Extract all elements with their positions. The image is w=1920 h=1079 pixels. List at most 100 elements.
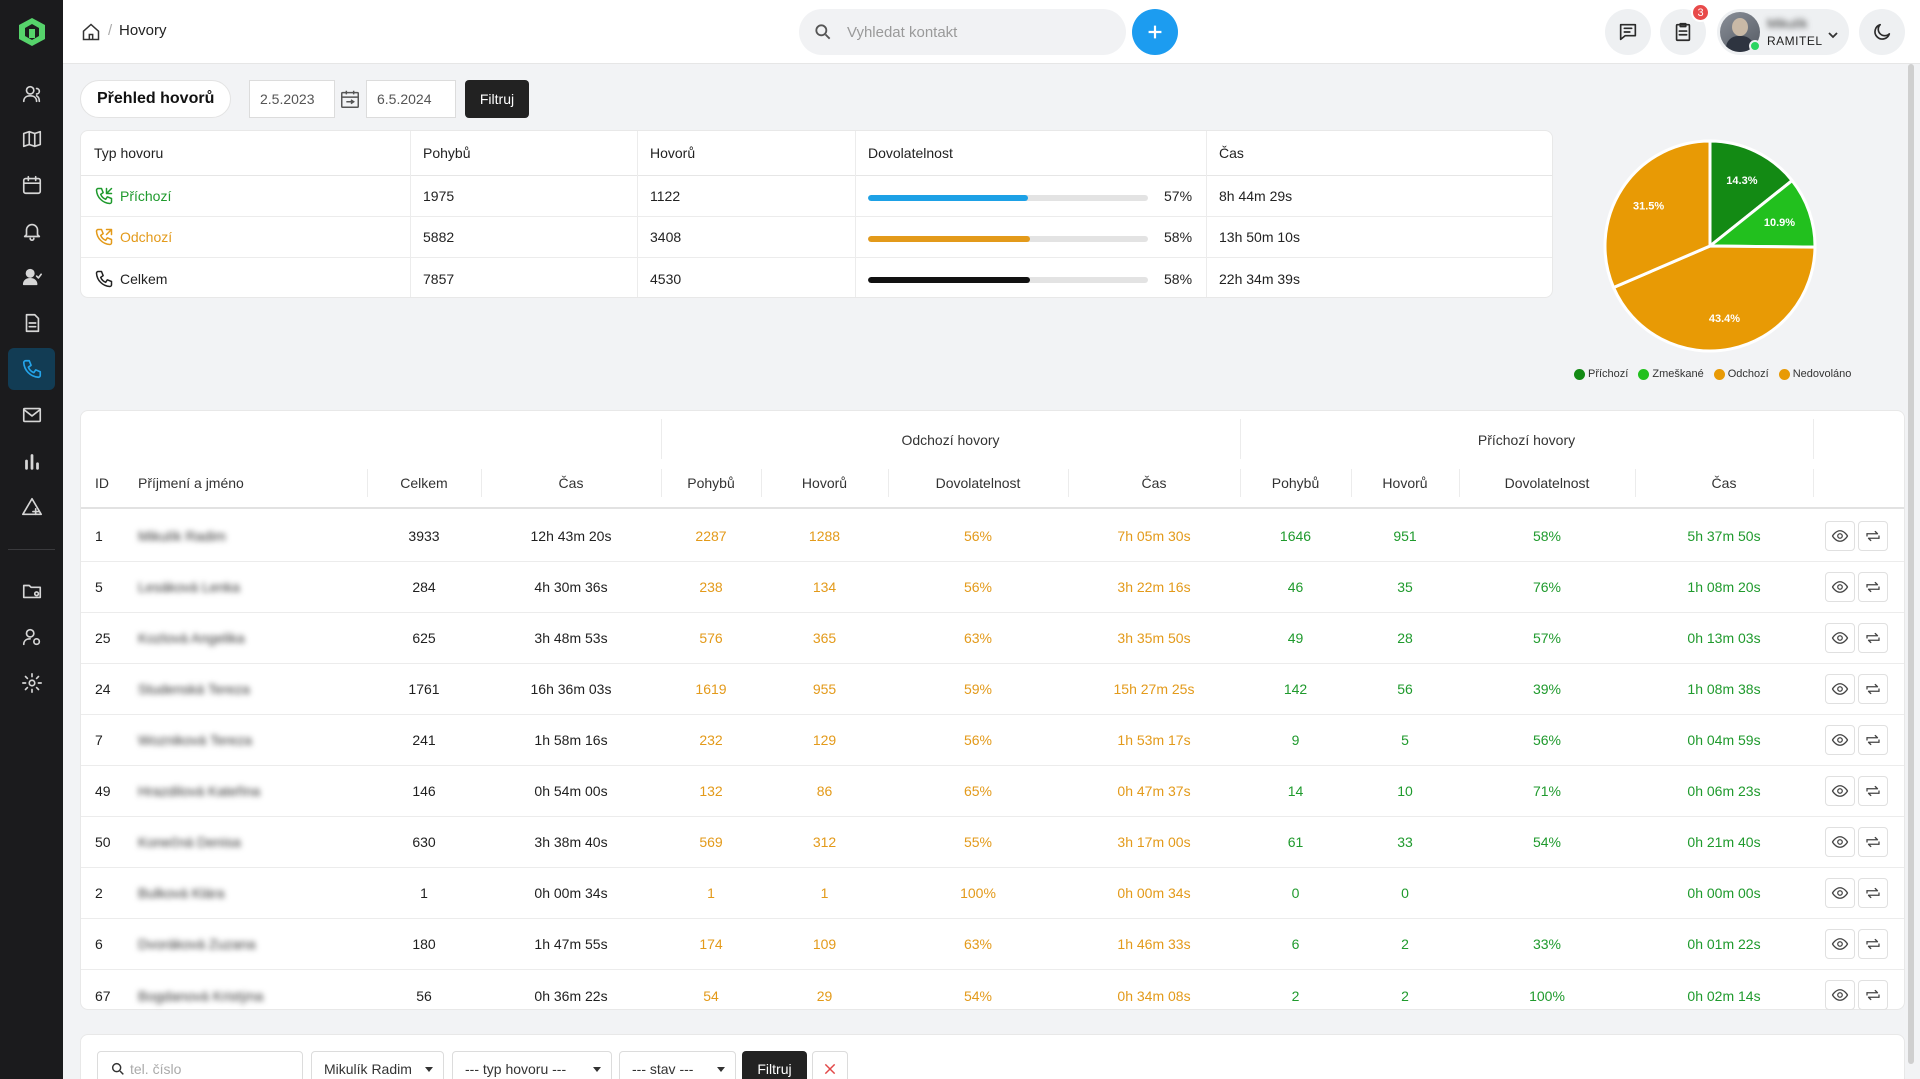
table-row: 50 Konečná Denisa 630 3h 38m 40s 569 312 55% 3h… — [81, 817, 1904, 868]
date-from[interactable] — [249, 80, 335, 118]
page-scrollbar[interactable] — [1908, 64, 1914, 1064]
clear-filter-button[interactable] — [812, 1051, 848, 1079]
header-col-4[interactable]: Pohybů — [687, 475, 735, 491]
header-col-8[interactable]: Pohybů — [1271, 475, 1320, 491]
cell-i-moves: 14 — [1287, 783, 1304, 799]
header-col-11[interactable]: Čas — [1711, 475, 1737, 491]
transfer-button[interactable] — [1858, 776, 1888, 806]
legend-item[interactable]: Nedovoláno — [1778, 368, 1851, 380]
user-select[interactable]: Mikulík Radim — [311, 1051, 444, 1079]
view-button[interactable] — [1825, 827, 1855, 857]
overview-filter-button[interactable]: Filtruj — [465, 80, 529, 118]
header-col-6[interactable]: Dovolatelnost — [935, 475, 1021, 491]
view-button[interactable] — [1825, 776, 1855, 806]
table-row: 7 Wozniková Tereza 241 1h 58m 16s 232 129 56% 1… — [81, 715, 1904, 766]
transfer-button[interactable] — [1858, 878, 1888, 908]
date-from-input[interactable] — [250, 81, 330, 117]
transfer-button[interactable] — [1858, 929, 1888, 959]
header-col-9[interactable]: Hovorů — [1382, 475, 1428, 491]
gear-icon — [21, 673, 42, 693]
transfer-button[interactable] — [1858, 572, 1888, 602]
phone-filter[interactable] — [97, 1051, 303, 1079]
header-col-1[interactable]: Příjmení a jméno — [138, 475, 244, 491]
app-logo[interactable] — [16, 16, 48, 48]
view-button[interactable] — [1825, 521, 1855, 551]
view-button[interactable] — [1825, 674, 1855, 704]
nav-users[interactable] — [8, 256, 55, 298]
date-to-input[interactable] — [367, 81, 447, 117]
pie-slice-Příchozí[interactable] — [1708, 139, 1795, 250]
cell-i-moves: 0 — [1291, 885, 1300, 901]
nav-calls[interactable] — [8, 348, 55, 390]
transfer-button[interactable] — [1858, 980, 1888, 1010]
view-button[interactable] — [1825, 623, 1855, 653]
nav-map[interactable] — [8, 118, 55, 160]
view-button[interactable] — [1825, 725, 1855, 755]
nav-settings[interactable] — [8, 662, 55, 704]
cell-i-calls: 2 — [1401, 936, 1409, 952]
nav-reminders[interactable] — [8, 210, 55, 252]
cell-o-calls: 29 — [816, 987, 833, 1004]
legend-item[interactable]: Zmeškané — [1638, 368, 1704, 380]
header-col-7[interactable]: Čas — [1141, 475, 1167, 491]
pie-slice-Odchozí[interactable] — [1611, 244, 1817, 353]
pie-slice-Nedovoláno[interactable] — [1603, 139, 1712, 290]
cell-id: 24 — [95, 681, 111, 697]
nav-statistics[interactable] — [8, 440, 55, 482]
nav-calendar[interactable] — [8, 164, 55, 206]
header-col-3[interactable]: Čas — [558, 475, 584, 491]
header-col-10[interactable]: Dovolatelnost — [1504, 475, 1590, 491]
header-col-0[interactable]: ID — [95, 475, 109, 491]
transfer-button[interactable] — [1858, 623, 1888, 653]
cell-i-calls: 56 — [1397, 681, 1413, 697]
call-log-filter-button[interactable]: Filtruj — [742, 1051, 807, 1079]
repeat-icon — [1866, 989, 1880, 1001]
summary-calls: 1122 — [650, 188, 681, 204]
eye-icon — [1831, 581, 1849, 593]
view-button[interactable] — [1825, 929, 1855, 959]
summary-moves: 1975 — [423, 188, 455, 204]
repeat-icon — [1866, 632, 1880, 644]
cell-total: 180 — [412, 936, 436, 952]
nav-contacts[interactable] — [8, 73, 55, 115]
cell-o-time: 3h 17m 00s — [1117, 834, 1191, 850]
messages-button[interactable] — [1605, 9, 1651, 55]
contact-search[interactable] — [799, 9, 1126, 55]
cell-o-rate: 59% — [963, 681, 993, 697]
nav-files[interactable] — [8, 570, 55, 612]
cell-o-moves: 1 — [707, 885, 715, 901]
cell-o-moves: 1619 — [695, 681, 727, 697]
view-button[interactable] — [1825, 878, 1855, 908]
phone-filter-input[interactable] — [130, 1061, 280, 1077]
user-menu[interactable]: Mikulík RAMITEL — [1717, 9, 1849, 55]
legend-item[interactable]: Příchozí — [1574, 368, 1628, 380]
transfer-button[interactable] — [1858, 521, 1888, 551]
document-icon — [25, 313, 39, 333]
contact-search-input[interactable] — [847, 23, 1107, 41]
view-button[interactable] — [1825, 980, 1855, 1010]
close-icon — [824, 1063, 836, 1075]
transfer-button[interactable] — [1858, 725, 1888, 755]
header-col-2[interactable]: Celkem — [400, 475, 448, 491]
view-button[interactable] — [1825, 572, 1855, 602]
cell-o-calls: 86 — [816, 783, 833, 799]
state-select[interactable]: --- stav --- — [619, 1051, 736, 1079]
transfer-button[interactable] — [1858, 827, 1888, 857]
call-type-select[interactable]: --- typ hovoru --- — [452, 1051, 612, 1079]
legend-item[interactable]: Odchozí — [1713, 368, 1769, 380]
theme-toggle[interactable] — [1859, 9, 1905, 55]
nav-alerts[interactable] — [8, 486, 55, 528]
tasks-button[interactable]: 3 — [1660, 3, 1710, 55]
date-to[interactable] — [366, 80, 456, 118]
pie-label: 43.4% — [1709, 313, 1740, 325]
nav-documents[interactable] — [8, 302, 55, 344]
add-button[interactable] — [1132, 9, 1178, 55]
cell-total: 625 — [412, 630, 436, 646]
transfer-button[interactable] — [1858, 674, 1888, 704]
table-row: 6 Dvoráková Zuzana 180 1h 47m 55s 174 109 63% 1… — [81, 919, 1904, 970]
header-col-5[interactable]: Hovorů — [801, 475, 848, 491]
nav-user-settings[interactable] — [8, 616, 55, 658]
cell-i-rate: 54% — [1532, 834, 1562, 850]
home-icon[interactable] — [81, 22, 101, 42]
nav-mail[interactable] — [8, 394, 55, 436]
